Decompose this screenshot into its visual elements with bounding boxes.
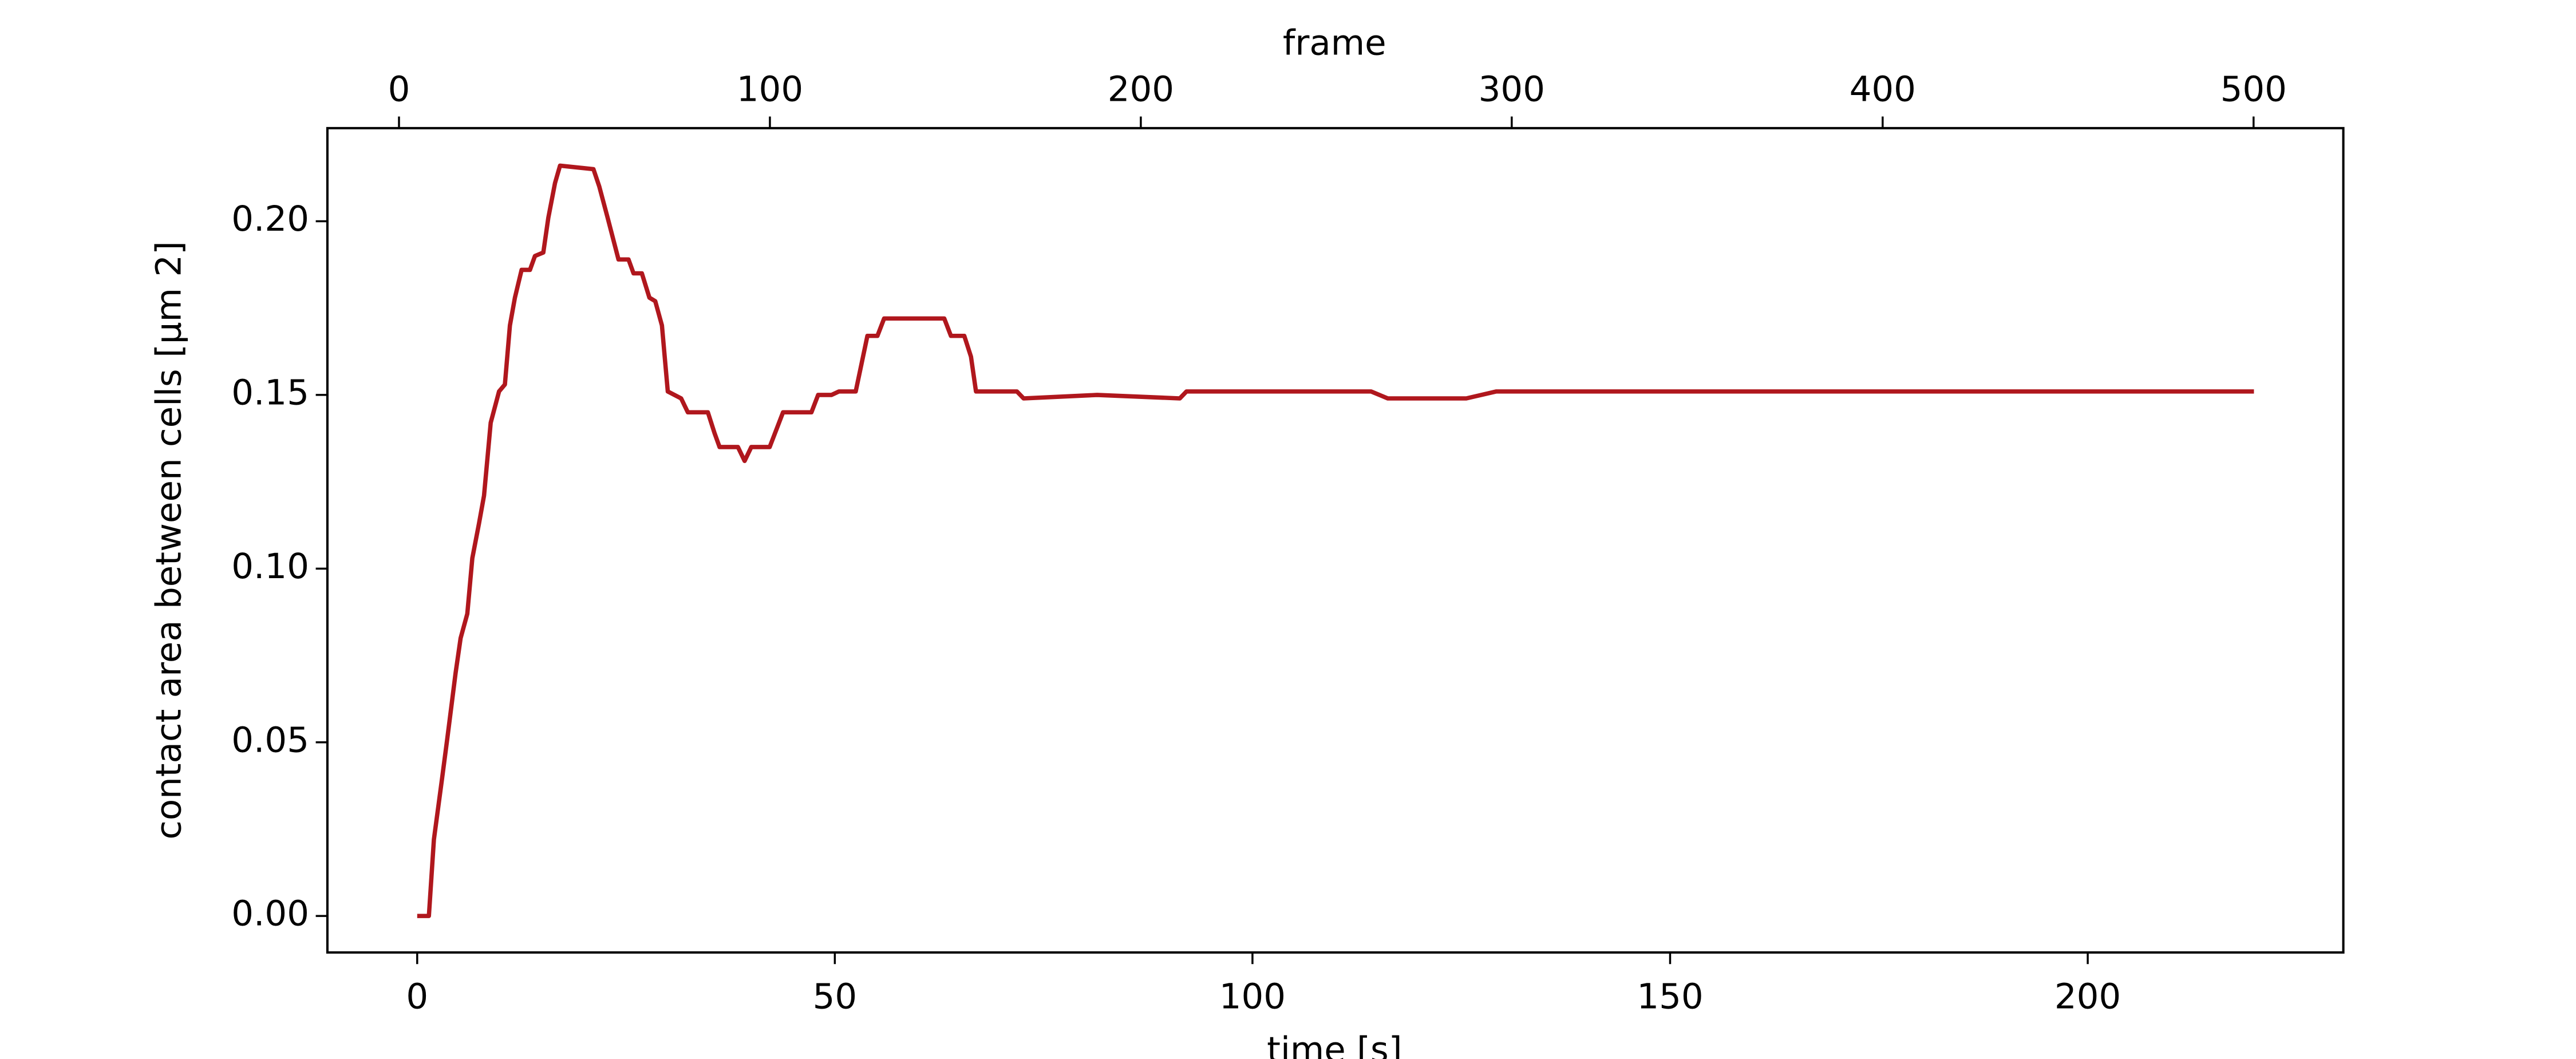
x2-tick-label: 100 xyxy=(737,69,803,110)
x-tick-label: 100 xyxy=(1219,977,1286,1017)
y-tick-label: 0.15 xyxy=(231,373,309,413)
data-line xyxy=(417,163,2254,918)
y-tick-label: 0.20 xyxy=(231,199,309,239)
y-tick-label: 0.00 xyxy=(231,894,309,934)
y-tick-label: 0.10 xyxy=(231,546,309,587)
x-axis-label: time [s] xyxy=(1267,1030,1402,1059)
x-tick-label: 0 xyxy=(406,977,428,1017)
x2-tick-label: 300 xyxy=(1479,69,1545,110)
x2-tick-label: 400 xyxy=(1850,69,1916,110)
y-tick-label: 0.05 xyxy=(231,720,309,760)
x2-tick-label: 500 xyxy=(2221,69,2287,110)
x-tick-label: 150 xyxy=(1637,977,1703,1017)
x2-tick-label: 200 xyxy=(1108,69,1174,110)
plot-frame xyxy=(326,127,2345,954)
x-tick-label: 200 xyxy=(2055,977,2121,1017)
x-tick-label: 50 xyxy=(813,977,858,1017)
x2-axis-label: frame xyxy=(1283,22,1386,63)
y-axis-label: contact area between cells [μm 2] xyxy=(149,241,189,840)
x2-tick-label: 0 xyxy=(388,69,410,110)
